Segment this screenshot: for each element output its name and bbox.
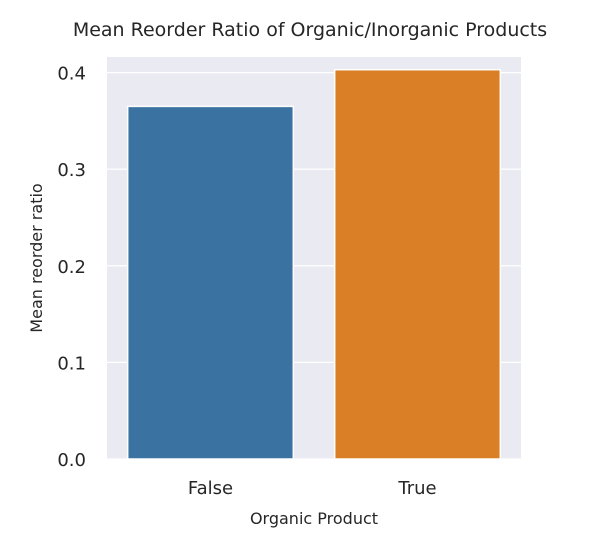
- bar-true: [333, 68, 502, 460]
- y-tick-label: 0.0: [57, 450, 86, 471]
- y-tick-label: 0.4: [57, 64, 86, 85]
- y-tick-label: 0.2: [57, 257, 86, 278]
- bars: [126, 68, 502, 460]
- bar-false: [126, 105, 295, 460]
- x-tick-label: True: [397, 478, 436, 499]
- y-tick-label: 0.3: [57, 160, 86, 181]
- x-tick-label: False: [188, 478, 233, 499]
- chart-title: Mean Reorder Ratio of Organic/Inorganic …: [73, 19, 547, 41]
- x-tick-labels: False True: [188, 478, 437, 499]
- y-axis-label: Mean reorder ratio: [27, 183, 46, 332]
- y-tick-label: 0.1: [57, 353, 86, 374]
- y-tick-labels: 0.0 0.1 0.2 0.3 0.4: [57, 64, 86, 471]
- x-axis-label: Organic Product: [250, 509, 378, 528]
